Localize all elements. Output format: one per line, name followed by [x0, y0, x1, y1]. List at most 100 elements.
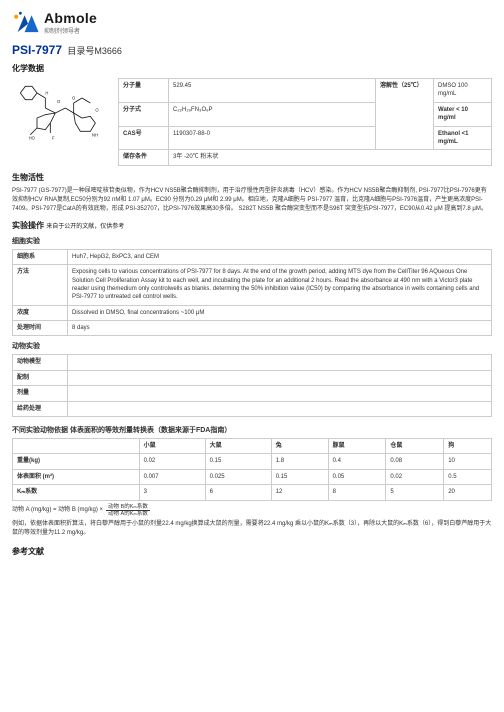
row-label: 处理时间	[13, 321, 68, 336]
prop-val: 3年 -20℃ 粉末状	[169, 150, 492, 165]
cell: 8	[328, 485, 386, 500]
svg-text:O: O	[57, 99, 61, 104]
cell: 5	[386, 485, 444, 500]
prop-val: Ethanol <1 mg/mL	[434, 126, 492, 150]
row-label: 重量(kg)	[13, 454, 140, 469]
cell: 6	[205, 485, 271, 500]
table-header-row: 小鼠 大鼠 兔 豚鼠 仓鼠 狗	[13, 439, 492, 454]
table-row: 配制	[13, 370, 492, 385]
cell: 0.08	[386, 454, 444, 469]
row-val: 8 days	[68, 321, 492, 336]
row-label: 配制	[13, 370, 68, 385]
cell: 0.02	[386, 469, 444, 484]
section-protocol: 实验操作 来自于公开的文献，仅供参考	[12, 220, 492, 231]
cell: 10	[444, 454, 492, 469]
prop-row: 储存条件 3年 -20℃ 粉末状	[119, 150, 492, 165]
table-row: 给药处理	[13, 401, 492, 416]
col-header: 小鼠	[139, 439, 205, 454]
catalog-number: 目录号M3666	[67, 46, 122, 56]
svg-text:O: O	[72, 96, 76, 101]
svg-text:HO: HO	[29, 136, 36, 141]
subsection-animalexp: 动物实验	[12, 341, 492, 351]
row-label: 细胞系	[13, 249, 68, 264]
row-label: 方法	[13, 265, 68, 306]
row-val: Huh7, HepG2, BxPC3, and CEM	[68, 249, 492, 264]
dose-table: 小鼠 大鼠 兔 豚鼠 仓鼠 狗 重量(kg) 0.02 0.15 1.8 0.4…	[12, 438, 492, 501]
logo-icon	[12, 11, 40, 35]
svg-text:NH: NH	[92, 132, 98, 137]
col-header: 狗	[444, 439, 492, 454]
prop-val: 529.45	[169, 79, 376, 103]
protocol-title: 实验操作	[12, 221, 44, 230]
table-row: 处理时间8 days	[13, 321, 492, 336]
table-row: 浓度Dissolved in DMSO, final concentration…	[13, 305, 492, 320]
cell: 3	[139, 485, 205, 500]
svg-text:F: F	[52, 136, 55, 141]
table-row: 动物模型	[13, 355, 492, 370]
table-row: 细胞系Huh7, HepG2, BxPC3, and CEM	[13, 249, 492, 264]
formula-text: 动物 A (mg/kg) = 动物 B (mg/kg) ×	[12, 506, 103, 515]
col-header: 豚鼠	[328, 439, 386, 454]
fraction-bot: 动物 A的Kₘ系数	[106, 511, 150, 517]
row-label: 动物模型	[13, 355, 68, 370]
svg-text:H: H	[45, 91, 48, 96]
prop-key: CAS号	[119, 126, 169, 150]
product-name: PSI-7977	[12, 43, 62, 57]
row-label: 浓度	[13, 305, 68, 320]
structure-diagram: HO F O NH O O H	[12, 78, 112, 158]
row-label: 剂量	[13, 386, 68, 401]
cell: 0.025	[205, 469, 271, 484]
cell: 0.15	[205, 454, 271, 469]
formula-example: 例如，依据体表面积折算法，将白藜芦醇用于小鼠的剂量22.4 mg/kg换算成大鼠…	[12, 520, 492, 538]
row-label: 体表面积 (m²)	[13, 469, 140, 484]
table-row: 方法Exposing cells to various concentratio…	[13, 265, 492, 306]
col-header	[13, 439, 140, 454]
row-val	[68, 386, 492, 401]
col-header: 大鼠	[205, 439, 271, 454]
subsection-dose: 不同实验动物依据 体表面积的等效剂量转换表（数据来源于FDA指南）	[12, 425, 492, 435]
prop-key: 分子式	[119, 102, 169, 126]
row-label: Kₘ系数	[13, 485, 140, 500]
logo-block: Abmole 抑制剂领导者	[12, 10, 492, 35]
prop-row: 分子式 C₂₂H₂₉FN₃O₉P Water < 10 mg/ml	[119, 102, 492, 126]
section-chemdata: 化学数据	[12, 63, 492, 74]
cell: 0.5	[444, 469, 492, 484]
prop-key: 储存条件	[119, 150, 169, 165]
cell: 0.05	[328, 469, 386, 484]
row-label: 给药处理	[13, 401, 68, 416]
prop-key: 溶解性（25℃）	[376, 79, 434, 150]
cell: 0.007	[139, 469, 205, 484]
col-header: 兔	[271, 439, 328, 454]
row-val	[68, 355, 492, 370]
formula-line: 动物 A (mg/kg) = 动物 B (mg/kg) × 动物 B的Kₘ系数 …	[12, 504, 492, 517]
prop-key: 分子量	[119, 79, 169, 103]
bioactivity-text: PSI-7977 (GS-7977)是一种尿嘧啶核苷类似物，作为HCV NS5B…	[12, 187, 492, 214]
table-row: Kₘ系数 3 6 12 8 5 20	[13, 485, 492, 500]
logo-text: Abmole 抑制剂领导者	[44, 10, 97, 35]
row-val	[68, 370, 492, 385]
page-title: PSI-7977 目录号M3666	[12, 43, 492, 57]
chemdata-block: HO F O NH O O H 分子量 529.45 溶解性（25℃） DMSO…	[12, 78, 492, 166]
prop-val: Water < 10 mg/ml	[434, 102, 492, 126]
row-val	[68, 401, 492, 416]
fraction-top: 动物 B的Kₘ系数	[106, 504, 150, 511]
prop-val: C₂₂H₂₉FN₃O₉P	[169, 102, 376, 126]
properties-table: 分子量 529.45 溶解性（25℃） DMSO 100 mg/mL 分子式 C…	[118, 78, 492, 166]
row-val: Exposing cells to various concentrations…	[68, 265, 492, 306]
cell: 20	[444, 485, 492, 500]
table-row: 体表面积 (m²) 0.007 0.025 0.15 0.05 0.02 0.5	[13, 469, 492, 484]
cell: 0.15	[271, 469, 328, 484]
subsection-cellexp: 细胞实验	[12, 236, 492, 246]
protocol-note: 来自于公开的文献，仅供参考	[46, 224, 124, 230]
prop-row: 分子量 529.45 溶解性（25℃） DMSO 100 mg/mL	[119, 79, 492, 103]
cell: 12	[271, 485, 328, 500]
row-val: Dissolved in DMSO, final concentrations …	[68, 305, 492, 320]
cell: 0.02	[139, 454, 205, 469]
table-row: 剂量	[13, 386, 492, 401]
cell-exp-table: 细胞系Huh7, HepG2, BxPC3, and CEM 方法Exposin…	[12, 249, 492, 337]
section-references: 参考文献	[12, 546, 492, 557]
table-row: 重量(kg) 0.02 0.15 1.8 0.4 0.08 10	[13, 454, 492, 469]
prop-row: CAS号 1190307-88-0 Ethanol <1 mg/mL	[119, 126, 492, 150]
cell: 1.8	[271, 454, 328, 469]
section-bioactivity: 生物活性	[12, 172, 492, 183]
